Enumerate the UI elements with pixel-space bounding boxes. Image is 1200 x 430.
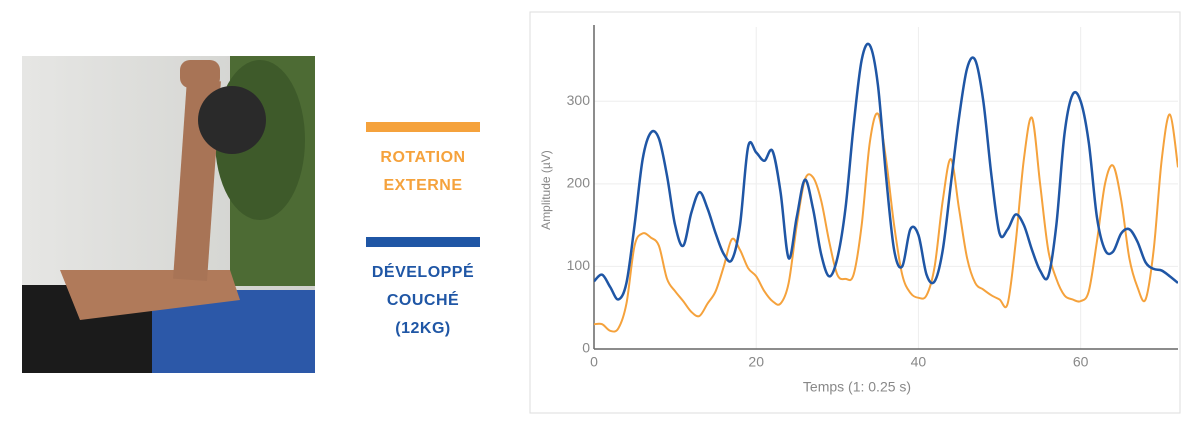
- x-axis-label: Temps (1: 0.25 s): [803, 379, 911, 395]
- y-tick-label: 200: [567, 175, 591, 191]
- legend-label: ROTATION EXTERNE: [380, 149, 466, 194]
- legend-item: ROTATION EXTERNE: [360, 122, 486, 200]
- chart-panel: [529, 11, 1181, 414]
- legend-swatch: [366, 237, 480, 247]
- legend-swatch: [366, 122, 480, 132]
- line: [594, 42, 1178, 301]
- x-tick-label: 0: [590, 354, 598, 370]
- x-tick-label: 60: [1073, 354, 1089, 370]
- line: [594, 112, 1178, 333]
- legend-item: DÉVELOPPÉ COUCHÉ (12KG): [360, 237, 486, 343]
- y-tick-label: 300: [567, 92, 591, 108]
- y-tick-label: 0: [582, 340, 590, 356]
- y-tick-label: 100: [567, 257, 591, 273]
- photo: [22, 56, 315, 373]
- legend-label: DÉVELOPPÉ COUCHÉ (12KG): [371, 264, 475, 337]
- y-axis-label: Amplitude (µV): [539, 150, 553, 230]
- x-tick-label: 20: [748, 354, 764, 370]
- x-tick-label: 40: [911, 354, 927, 370]
